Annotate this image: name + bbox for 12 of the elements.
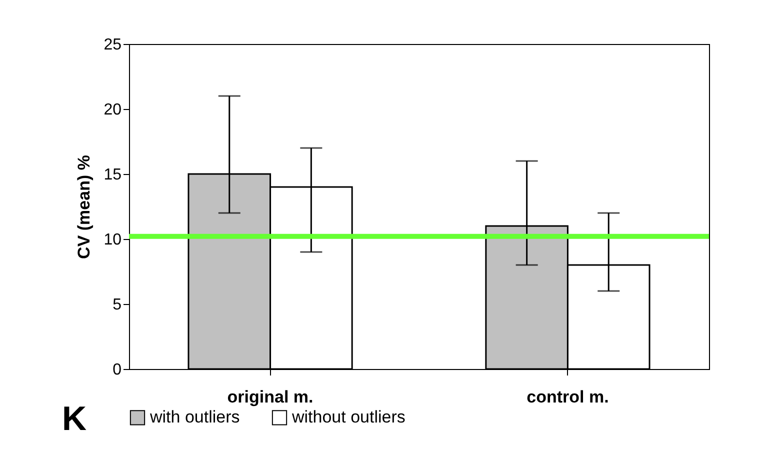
y-tick-label: 15	[104, 166, 122, 184]
legend-label: with outliers	[149, 408, 240, 427]
y-tick-label: 5	[112, 296, 122, 314]
x-tick-label: control m.	[526, 388, 609, 406]
y-tick-label: 0	[112, 362, 122, 378]
x-tick-label: original m.	[227, 388, 314, 406]
y-axis-title: CV (mean) %	[74, 155, 94, 259]
legend-label: without outliers	[291, 408, 406, 427]
y-tick-label: 20	[104, 102, 122, 118]
text: K	[62, 400, 87, 439]
y-tick-label: 10	[104, 232, 122, 248]
y-tick-label: 25	[104, 36, 122, 54]
